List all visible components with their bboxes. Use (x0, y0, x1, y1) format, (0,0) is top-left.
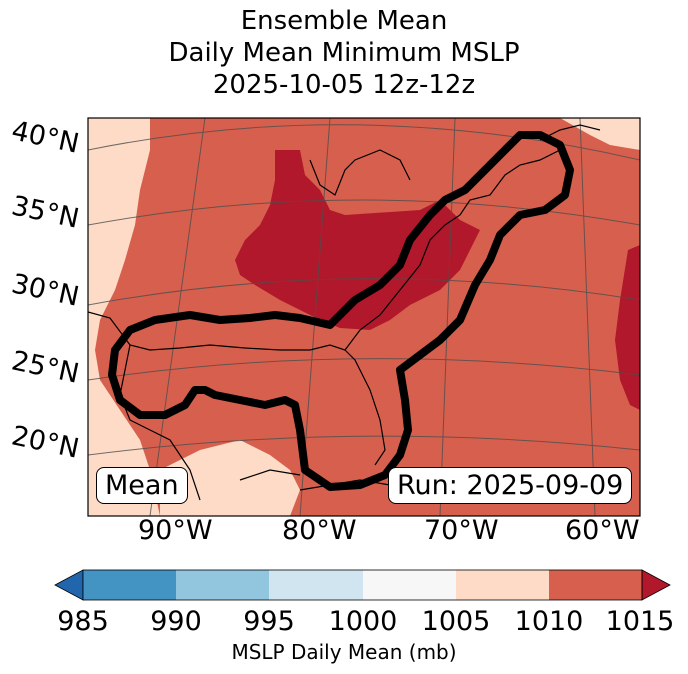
colorbar-tick-1005: 1005 (421, 606, 491, 637)
colorbar-segment-below-985 (54, 569, 84, 601)
colorbar-tick-995: 995 (243, 606, 295, 637)
lon-label-60w: 60°W (565, 515, 640, 546)
map-figure (87, 117, 641, 517)
mean-label-box: Mean (96, 467, 188, 504)
title-line-1: Ensemble Mean (240, 6, 448, 36)
colorbar-tick-990: 990 (150, 606, 202, 637)
lon-label-70w: 70°W (424, 515, 499, 546)
colorbar-segment-1010-1015 (549, 570, 642, 600)
colorbar (54, 569, 671, 601)
colorbar-segment-990-995 (176, 570, 269, 600)
colorbar-tick-985: 985 (57, 606, 109, 637)
field-above-1015-central (235, 150, 480, 330)
run-date-label-box: Run: 2025-09-09 (388, 467, 633, 504)
field-1005-1010-south (160, 440, 300, 516)
graticule (88, 118, 640, 516)
colorbar-tick-1010: 1010 (514, 606, 584, 637)
field-above-1015-east (615, 245, 640, 410)
colorbar-segment-1000-1005 (363, 570, 456, 600)
colorbar-tick-1000: 1000 (328, 606, 398, 637)
lon-label-90w: 90°W (138, 515, 213, 546)
title-line-2: Daily Mean Minimum MSLP (168, 38, 520, 68)
colorbar-segment-above-1015 (641, 569, 671, 601)
colorbar-label: MSLP Daily Mean (mb) (231, 640, 457, 664)
lon-label-80w: 80°W (282, 515, 357, 546)
colorbar-segment-995-1000 (269, 570, 363, 600)
field-1005-1010-west (88, 118, 160, 516)
colorbar-segment-985-990 (83, 570, 176, 600)
ensemble-contour (108, 131, 574, 491)
map-frame (87, 117, 641, 517)
title-line-3: 2025-10-05 12z-12z (212, 70, 476, 100)
colorbar-frame (82, 569, 643, 601)
colorbar-tick-1015: 1015 (605, 606, 675, 637)
colorbar-segment-1005-1010 (456, 570, 549, 600)
